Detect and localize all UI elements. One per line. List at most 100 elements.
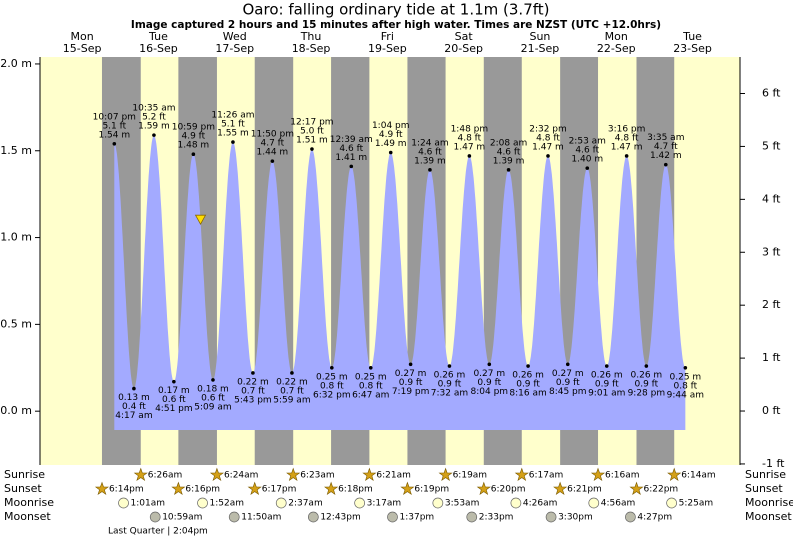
moon-icon: [307, 511, 319, 523]
tide-label: 0.27 m: [473, 369, 505, 379]
sun-icon: [324, 481, 339, 496]
chart-title: Oaro: falling ordinary tide at 1.1m (3.7…: [243, 1, 550, 19]
tide-label: 4.6 ft: [418, 147, 442, 157]
tide-label: 7:32 am: [431, 389, 468, 399]
tide-label: 5.1 ft: [102, 121, 126, 131]
date-label: 23-Sep: [673, 42, 712, 55]
weekday-label: Wed: [223, 30, 247, 43]
sun-icon: [362, 467, 377, 482]
tide-point: [526, 364, 530, 368]
tide-label: 0.9 ft: [634, 380, 658, 390]
tide-label: 0.6 ft: [201, 393, 225, 403]
tide-point: [408, 362, 413, 367]
tide-label: 1.44 m: [257, 148, 289, 158]
tide-label: 4.8 ft: [615, 133, 639, 143]
tide-area: [114, 135, 686, 430]
moon-icon: [545, 511, 557, 523]
tide-label: 9:28 pm: [628, 389, 666, 399]
tide-label: 0.9 ft: [516, 380, 540, 390]
tide-label: 1:48 pm: [451, 124, 489, 134]
tide-label: 8:45 pm: [549, 387, 587, 397]
weekday-label: Tue: [682, 30, 702, 43]
moon-icon: [354, 497, 365, 509]
y-tick-label: 2.0 m: [0, 57, 32, 70]
row-label: Sunset: [745, 482, 783, 495]
tide-point: [330, 365, 334, 370]
tide-point: [467, 154, 472, 158]
tide-label: 5.0 ft: [300, 127, 324, 137]
tide-label: 1.39 m: [493, 156, 525, 166]
tide-label: 1.48 m: [178, 141, 210, 151]
tide-label: 0.6 ft: [162, 395, 186, 405]
y2-tick-label: 2 ft: [762, 298, 781, 311]
sunrise-time: 6:26am: [148, 471, 183, 481]
tide-label: 1.47 m: [532, 142, 564, 152]
tide-label: 4.9 ft: [379, 130, 403, 140]
sun-icon: [286, 467, 301, 482]
sunset-time: 6:16pm: [185, 485, 220, 495]
moonrise-time: 2:37am: [288, 499, 323, 509]
moon-icon: [228, 511, 240, 523]
tide-label: 1.47 m: [454, 142, 486, 152]
tide-label: 5:59 am: [273, 395, 310, 405]
weekday-label: Fri: [381, 30, 394, 43]
tide-label: 3:16 pm: [608, 124, 646, 134]
tide-point: [546, 154, 550, 158]
sunset-time: 6:19pm: [414, 485, 449, 495]
tide-point: [368, 365, 373, 370]
moonset-time: 2:33pm: [479, 513, 514, 523]
tide-label: 0.7 ft: [280, 386, 304, 396]
tide-label: 12:17 pm: [290, 118, 333, 128]
tide-label: 1:04 pm: [372, 121, 410, 131]
current-marker: [194, 214, 207, 226]
tide-label: 0.22 m: [237, 377, 269, 387]
tide-point: [644, 364, 649, 368]
tide-label: 0.17 m: [158, 386, 190, 396]
tide-label: 5:43 pm: [234, 395, 272, 405]
moon-icon: [197, 497, 208, 509]
tide-label: 4.8 ft: [458, 133, 482, 143]
tide-label: 2:32 pm: [529, 124, 567, 134]
tide-label: 0.8 ft: [359, 381, 383, 391]
sun-icon: [94, 481, 109, 496]
tide-label: 0.9 ft: [399, 378, 423, 388]
tide-label: 2:53 am: [569, 137, 606, 147]
tide-label: 1.59 m: [138, 122, 170, 132]
moonrise-time: 1:01am: [131, 499, 166, 509]
moon-icon: [387, 511, 398, 523]
tide-label: 5.2 ft: [142, 113, 166, 123]
weekday-label: Sat: [455, 30, 474, 43]
tide-label: 1.51 m: [296, 136, 328, 146]
date-label: 18-Sep: [292, 42, 331, 55]
tide-label: 0.18 m: [197, 384, 229, 394]
tide-label: 0.4 ft: [122, 402, 146, 412]
tide-point: [683, 365, 688, 370]
tide-label: 11:50 pm: [251, 130, 294, 140]
moonset-time: 12:43pm: [320, 513, 360, 523]
moon-phase: Last Quarter | 2:04pm: [108, 527, 208, 537]
tide-point: [270, 159, 275, 163]
tide-label: 4.6 ft: [497, 147, 521, 157]
y2-tick-label: 4 ft: [762, 192, 781, 205]
tide-label: 1.42 m: [650, 151, 682, 161]
row-label: Sunrise: [745, 468, 786, 481]
row-label: Moonset: [4, 510, 51, 523]
date-label: 17-Sep: [215, 42, 254, 55]
tide-label: 11:26 am: [211, 111, 254, 121]
tide-label: 1.54 m: [98, 130, 130, 140]
moonset-time: 1:37pm: [399, 513, 434, 523]
tide-label: 4:51 pm: [155, 404, 193, 414]
tide-label: 0.27 m: [552, 369, 584, 379]
date-label: 21-Sep: [521, 42, 560, 55]
y-tick-label: 0.0 m: [0, 404, 32, 417]
tide-label: 0.9 ft: [595, 380, 619, 390]
tide-label: 4.8 ft: [536, 133, 560, 143]
tide-point: [663, 162, 668, 167]
weekday-label: Mon: [71, 30, 94, 43]
moonrise-time: 4:56am: [601, 499, 636, 509]
y2-tick-label: 6 ft: [762, 87, 781, 100]
tide-label: 1:24 am: [411, 138, 448, 148]
tide-label: 5:09 am: [194, 402, 231, 412]
tide-label: 8:16 am: [509, 389, 546, 399]
tide-point: [349, 164, 354, 169]
